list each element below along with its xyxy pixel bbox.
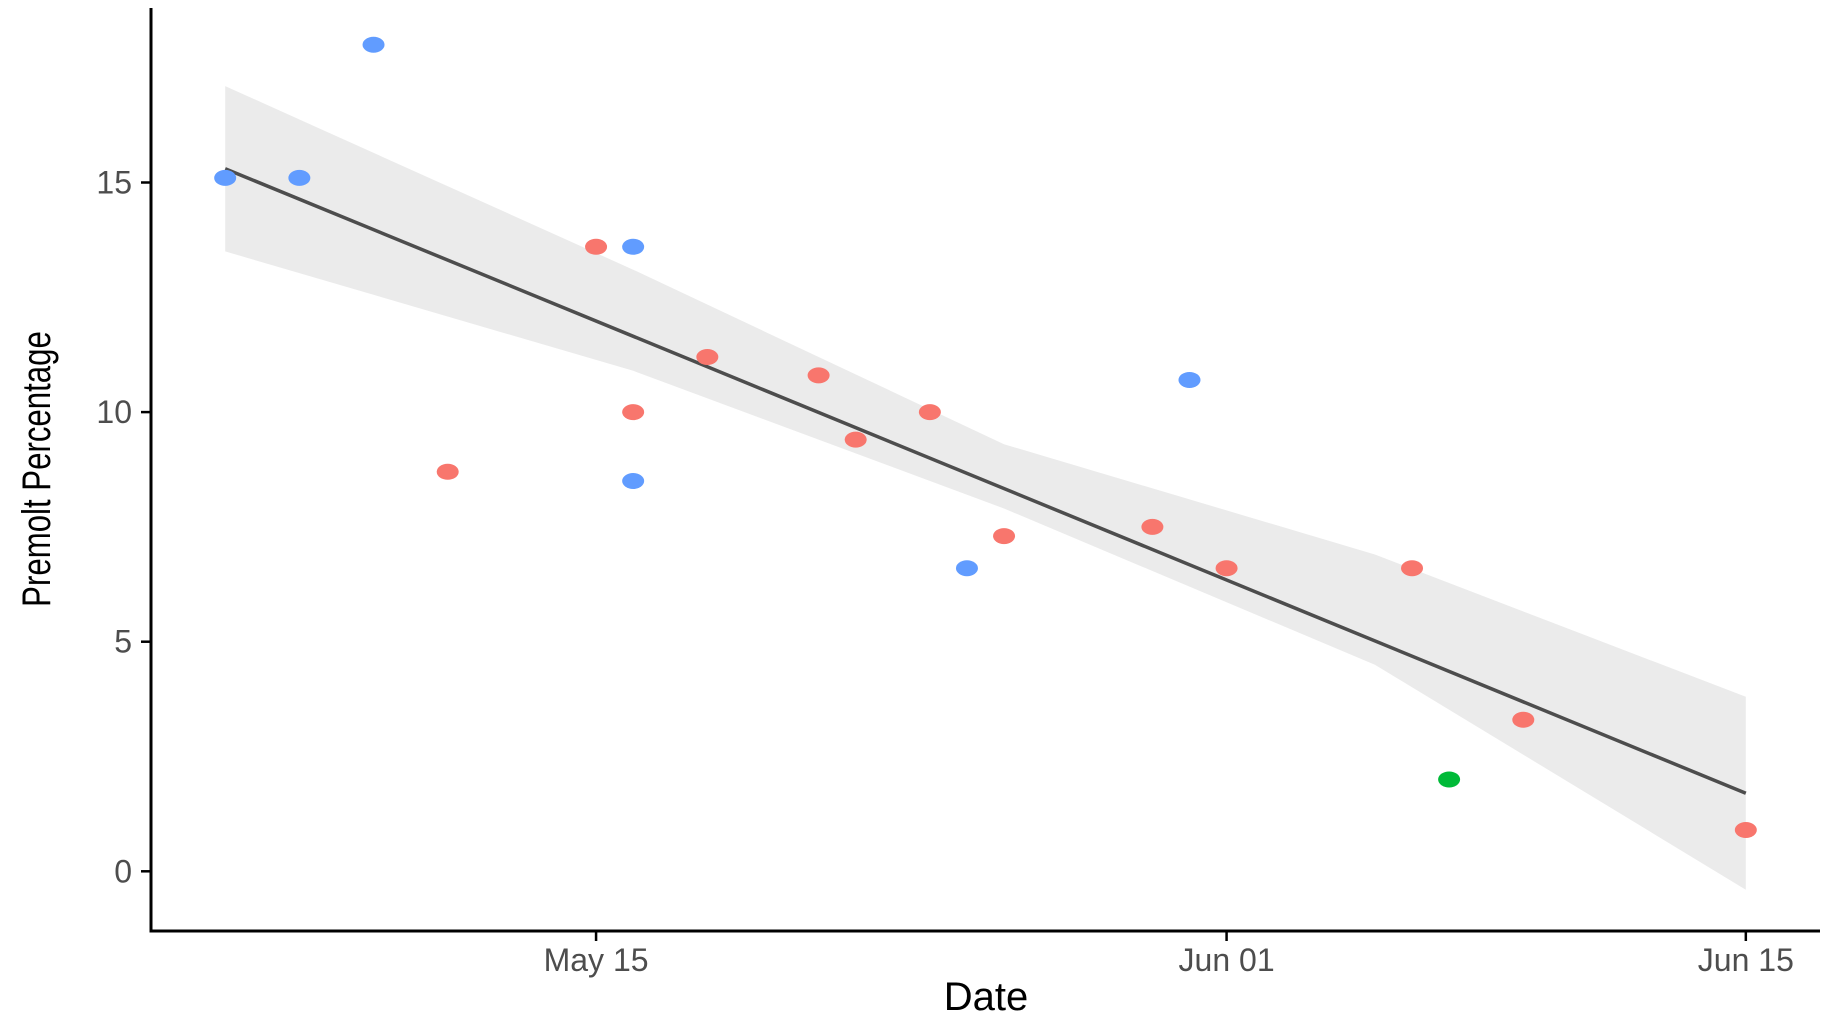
data-point [622,238,645,255]
data-point [214,169,237,186]
y-axis-title: Premolt Percentage [14,331,59,607]
y-tick-label: 0 [114,853,132,889]
data-point [1178,371,1201,388]
data-point [844,431,867,448]
y-tick-label: 5 [114,624,132,660]
data-point [1401,560,1424,577]
data-point [362,36,385,53]
x-tick-label: May 15 [544,942,649,978]
data-point [1215,560,1238,577]
x-tick-label: Jun 01 [1179,942,1275,978]
x-axis-ticks: May 15 Jun 01 Jun 15 [544,931,1794,978]
y-tick-label: 15 [96,164,132,200]
data-point [1734,821,1757,838]
x-tick-label: Jun 15 [1698,942,1794,978]
data-point [622,404,645,421]
data-point [1512,711,1535,728]
data-point [696,348,719,365]
y-axis-ticks: 0 5 10 15 [96,164,151,889]
data-points [214,36,1757,838]
data-point [955,560,978,577]
data-point [585,238,608,255]
data-point [288,169,311,186]
trend-line [224,167,1747,795]
data-point [436,463,459,480]
data-point [807,367,830,384]
data-point [918,404,941,421]
data-point [1438,771,1461,788]
confidence-band [225,86,1746,890]
y-tick-label: 10 [96,394,132,430]
x-axis-title: Date [944,975,1029,1019]
data-point [1141,518,1164,535]
data-point [993,528,1016,545]
data-point [622,472,645,489]
